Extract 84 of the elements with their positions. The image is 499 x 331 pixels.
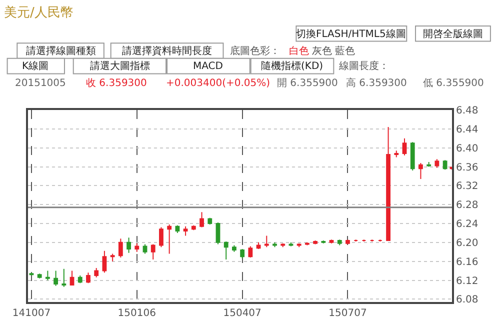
candlestick — [134, 242, 140, 252]
x-tick-label: 150407 — [223, 308, 262, 319]
candlestick — [378, 239, 382, 242]
candlestick — [37, 273, 42, 279]
text: 底圖色彩： — [230, 45, 280, 57]
candlestick — [240, 248, 245, 259]
candlestick — [337, 239, 342, 246]
text: 開 6.355900 — [277, 78, 338, 89]
text: 請選大圖指標 — [90, 60, 150, 72]
candlestick — [418, 162, 423, 180]
text: 白色 — [289, 45, 309, 57]
candlestick — [54, 270, 58, 286]
y-tick-label: 6.12 — [456, 276, 478, 287]
candlestick — [329, 239, 334, 244]
text: MACD — [193, 61, 224, 72]
chart-title: 美元/人民幣 — [4, 4, 74, 21]
candlestick — [126, 237, 131, 254]
candlestick — [264, 235, 269, 248]
text: 收 6.359300 — [86, 78, 147, 89]
candlestick — [86, 272, 90, 284]
candlestick — [175, 224, 180, 234]
candlestick — [208, 217, 212, 225]
candlestick — [394, 150, 399, 158]
text: 藍色 — [335, 45, 355, 57]
text: K線圖 — [22, 61, 49, 72]
candlestick — [183, 226, 188, 236]
candlestick — [442, 160, 448, 170]
text: 低 6.355900 — [423, 78, 484, 89]
candlestick — [296, 242, 302, 248]
candlestick — [62, 268, 66, 288]
text: 高 6.359300 — [346, 77, 407, 89]
candlestick — [402, 138, 407, 156]
y-tick-label: 6.48 — [456, 106, 478, 116]
text: 請選擇線圖種類 — [26, 45, 96, 57]
text: +0.003400(+0.05%) — [166, 78, 270, 89]
candlestick — [248, 246, 253, 258]
candlestick — [159, 226, 164, 248]
y-tick-label: 6.28 — [456, 200, 478, 212]
y-tick-label: 6.20 — [456, 238, 478, 249]
candlestick — [216, 222, 220, 245]
text: 隨機指標(KD) — [261, 60, 324, 72]
text: 開啓全版線圖 — [423, 28, 483, 40]
candlestick — [232, 244, 236, 252]
y-tick-label: 6.44 — [456, 124, 478, 136]
candlestick — [272, 242, 277, 248]
candlestick — [370, 239, 374, 242]
text: 20151005 — [15, 78, 66, 89]
candlestick — [150, 244, 156, 260]
text: 線圖長度： — [338, 60, 389, 72]
candlestick — [224, 240, 228, 260]
candlestick — [167, 224, 172, 254]
text: 灰色 — [312, 45, 332, 57]
y-tick-label: 6.32 — [456, 181, 478, 192]
candlestick — [321, 240, 326, 244]
x-tick-label: 141007 — [12, 308, 51, 319]
candlestick — [410, 142, 415, 172]
candlestick — [346, 239, 350, 245]
candlestick — [426, 162, 432, 168]
candlestick — [142, 244, 148, 254]
candlestick — [70, 270, 74, 286]
candlestick — [200, 212, 204, 228]
y-tick-label: 6.36 — [456, 162, 478, 174]
y-tick-label: 6.08 — [456, 294, 478, 306]
y-tick-label: 6.24 — [456, 219, 478, 230]
candlestick — [110, 253, 115, 262]
text: 請選擇資料時間長度 — [122, 45, 212, 57]
y-tick-label: 6.40 — [456, 143, 478, 154]
x-tick-label: 150707 — [328, 308, 367, 319]
candlestick — [280, 242, 286, 248]
candlestick — [386, 126, 390, 242]
y-tick-label: 6.16 — [456, 256, 478, 268]
candlestick — [78, 275, 82, 284]
candlestick — [118, 238, 123, 258]
candlestick — [102, 250, 107, 274]
candlestick — [304, 242, 310, 246]
candlestick — [94, 267, 99, 278]
candlestick — [362, 239, 366, 242]
candlestick — [191, 224, 196, 231]
candlestick — [45, 270, 50, 281]
text: 切換FLASH/HTML5線圖 — [296, 28, 406, 40]
candlestick — [434, 158, 440, 168]
x-tick-label: 150106 — [118, 308, 156, 319]
candlestick — [354, 239, 358, 242]
candlestick — [313, 240, 318, 245]
